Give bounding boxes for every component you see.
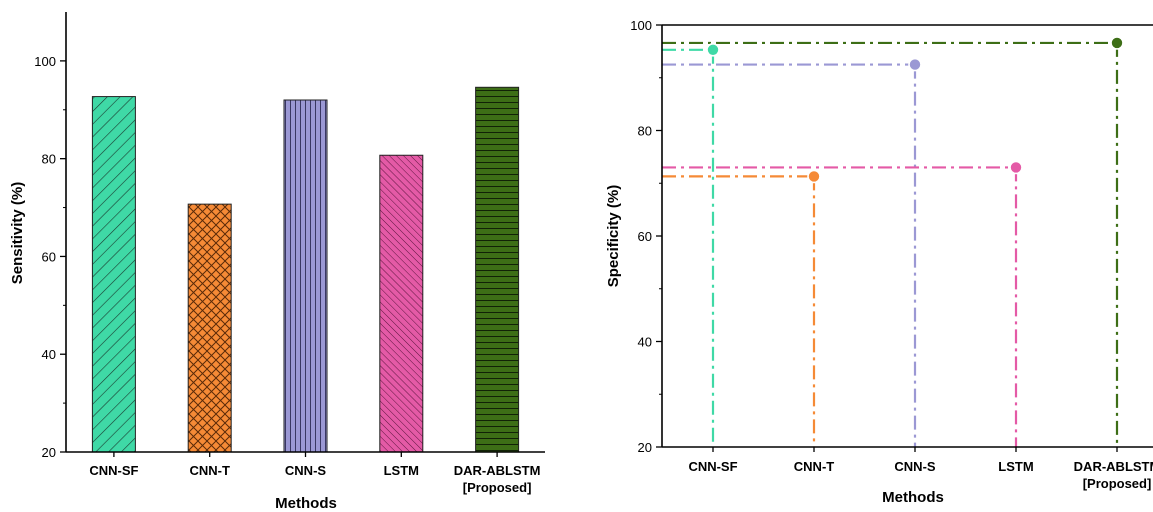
- bar-cnn-t: [187, 203, 232, 453]
- x-tick-label-dar-ablstm: DAR-ABLSTM: [454, 463, 541, 478]
- y-tick-label-20: 20: [638, 440, 652, 455]
- y-tick-label-20: 20: [42, 445, 56, 460]
- y-tick-label-40: 40: [638, 335, 652, 350]
- x-tick-label-lstm: LSTM: [384, 463, 419, 478]
- bar-cnn-s: [283, 99, 328, 453]
- y-tick-label-80: 80: [42, 152, 56, 167]
- point-lstm: [1009, 160, 1023, 175]
- y-tick-label-80: 80: [638, 124, 652, 139]
- x-axis-label: Methods: [275, 495, 337, 512]
- sensitivity-bar-chart: CNN-SF CNN-T CNN-S LSTM DAR-ABLSTM [Proposed]…: [9, 12, 545, 512]
- bar-cnn-sf: [91, 96, 136, 453]
- bar-lstm: [379, 154, 424, 453]
- y-axis-label: Specificity (%): [605, 185, 622, 288]
- specificity-drop-line-chart: CNN-SF CNN-T CNN-S LSTM DAR-ABLSTM [Proposed]…: [605, 18, 1153, 506]
- x-axis-label: Methods: [882, 489, 944, 506]
- x-tick-label-dar-ablstm-line-2: [Proposed]: [1083, 476, 1152, 491]
- y-tick-label-60: 60: [638, 229, 652, 244]
- points-layer: [706, 36, 1124, 184]
- x-tick-label-lstm: LSTM: [998, 459, 1033, 474]
- y-tick-label-60: 60: [42, 249, 56, 264]
- y-axis-label: Sensitivity (%): [9, 182, 26, 285]
- x-tick-label-dar-ablstm: DAR-ABLSTM: [1074, 459, 1153, 474]
- x-tick-label-cnn-t: CNN-T: [189, 463, 229, 478]
- drop-lines-layer: [662, 41, 1119, 447]
- point-dar-ablstm: [1110, 36, 1124, 50]
- point-cnn-s: [908, 57, 922, 72]
- x-tick-label-cnn-s: CNN-S: [285, 463, 326, 478]
- axes-layer: CNN-SF CNN-T CNN-S LSTM DAR-ABLSTM [Proposed]…: [630, 18, 1153, 491]
- y-tick-label-100: 100: [34, 54, 56, 69]
- y-tick-label-100: 100: [630, 18, 652, 33]
- bars-layer: [91, 86, 520, 453]
- axes-layer: CNN-SF CNN-T CNN-S LSTM DAR-ABLSTM [Proposed]…: [34, 12, 545, 495]
- x-tick-label-cnn-t: CNN-T: [794, 459, 834, 474]
- bar-dar-ablstm: [475, 86, 520, 453]
- y-tick-label-40: 40: [42, 347, 56, 362]
- point-cnn-sf: [706, 42, 720, 57]
- x-tick-label-cnn-sf: CNN-SF: [89, 463, 138, 478]
- x-tick-label-cnn-s: CNN-S: [894, 459, 935, 474]
- x-tick-label-dar-ablstm-line-2: [Proposed]: [463, 480, 532, 495]
- point-cnn-t: [807, 169, 821, 184]
- x-tick-label-cnn-sf: CNN-SF: [688, 459, 737, 474]
